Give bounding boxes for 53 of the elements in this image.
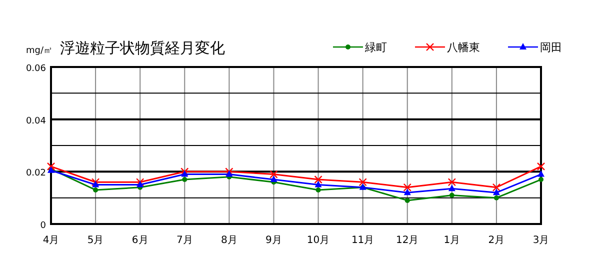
point — [181, 170, 188, 177]
legend-label: 八幡東 — [447, 41, 480, 54]
point — [270, 170, 278, 178]
point — [492, 183, 501, 192]
x-tick-label: 1月 — [444, 235, 460, 246]
point — [93, 187, 98, 192]
point — [404, 198, 410, 203]
point — [136, 180, 144, 188]
point — [538, 170, 544, 177]
point — [180, 168, 189, 176]
point — [182, 177, 188, 182]
point — [314, 180, 322, 188]
point — [536, 162, 546, 171]
point — [46, 162, 56, 171]
point — [136, 178, 144, 186]
x-tick-label: 12月 — [396, 235, 419, 246]
point — [448, 184, 456, 192]
y-axis-title: mg/㎥ — [26, 46, 53, 56]
point — [403, 183, 412, 192]
point — [316, 187, 321, 192]
point — [404, 188, 411, 196]
legend-八幡東: 八幡東 — [415, 41, 480, 54]
x-tick-label: 5月 — [87, 235, 104, 246]
point — [225, 168, 234, 176]
x-tick-label: 2月 — [488, 235, 505, 246]
chart-title: 浮遊粒子状物質経月変化 — [60, 39, 225, 57]
x-tick-label: 4月 — [42, 235, 60, 246]
x-tick-label: 10月 — [306, 235, 330, 246]
point — [91, 178, 100, 186]
point — [538, 177, 544, 182]
point — [449, 192, 454, 198]
x-tick-label: 9月 — [266, 235, 282, 246]
x-tick-label: 3月 — [532, 235, 550, 246]
y-tick-label: 0.02 — [26, 168, 46, 179]
point — [226, 170, 233, 177]
legend-緑町: 緑町 — [333, 41, 387, 54]
point — [314, 175, 322, 184]
point — [358, 178, 367, 186]
point — [494, 195, 499, 200]
point — [270, 176, 278, 182]
y-tick-label: 0.04 — [26, 116, 46, 126]
x-tick-label: 7月 — [176, 235, 193, 246]
point — [448, 178, 456, 186]
x-tick-label: 6月 — [132, 235, 148, 246]
legend-岡田: 岡田 — [508, 41, 562, 54]
x-tick-label: 11月 — [351, 235, 374, 246]
y-tick-label: 0 — [40, 221, 46, 231]
point — [492, 188, 500, 196]
legend-label: 岡田 — [540, 41, 562, 54]
legend-label: 緑町 — [364, 41, 387, 54]
y-tick-label: 0.06 — [26, 64, 46, 74]
x-tick-label: 8月 — [220, 235, 238, 246]
point — [92, 180, 100, 188]
